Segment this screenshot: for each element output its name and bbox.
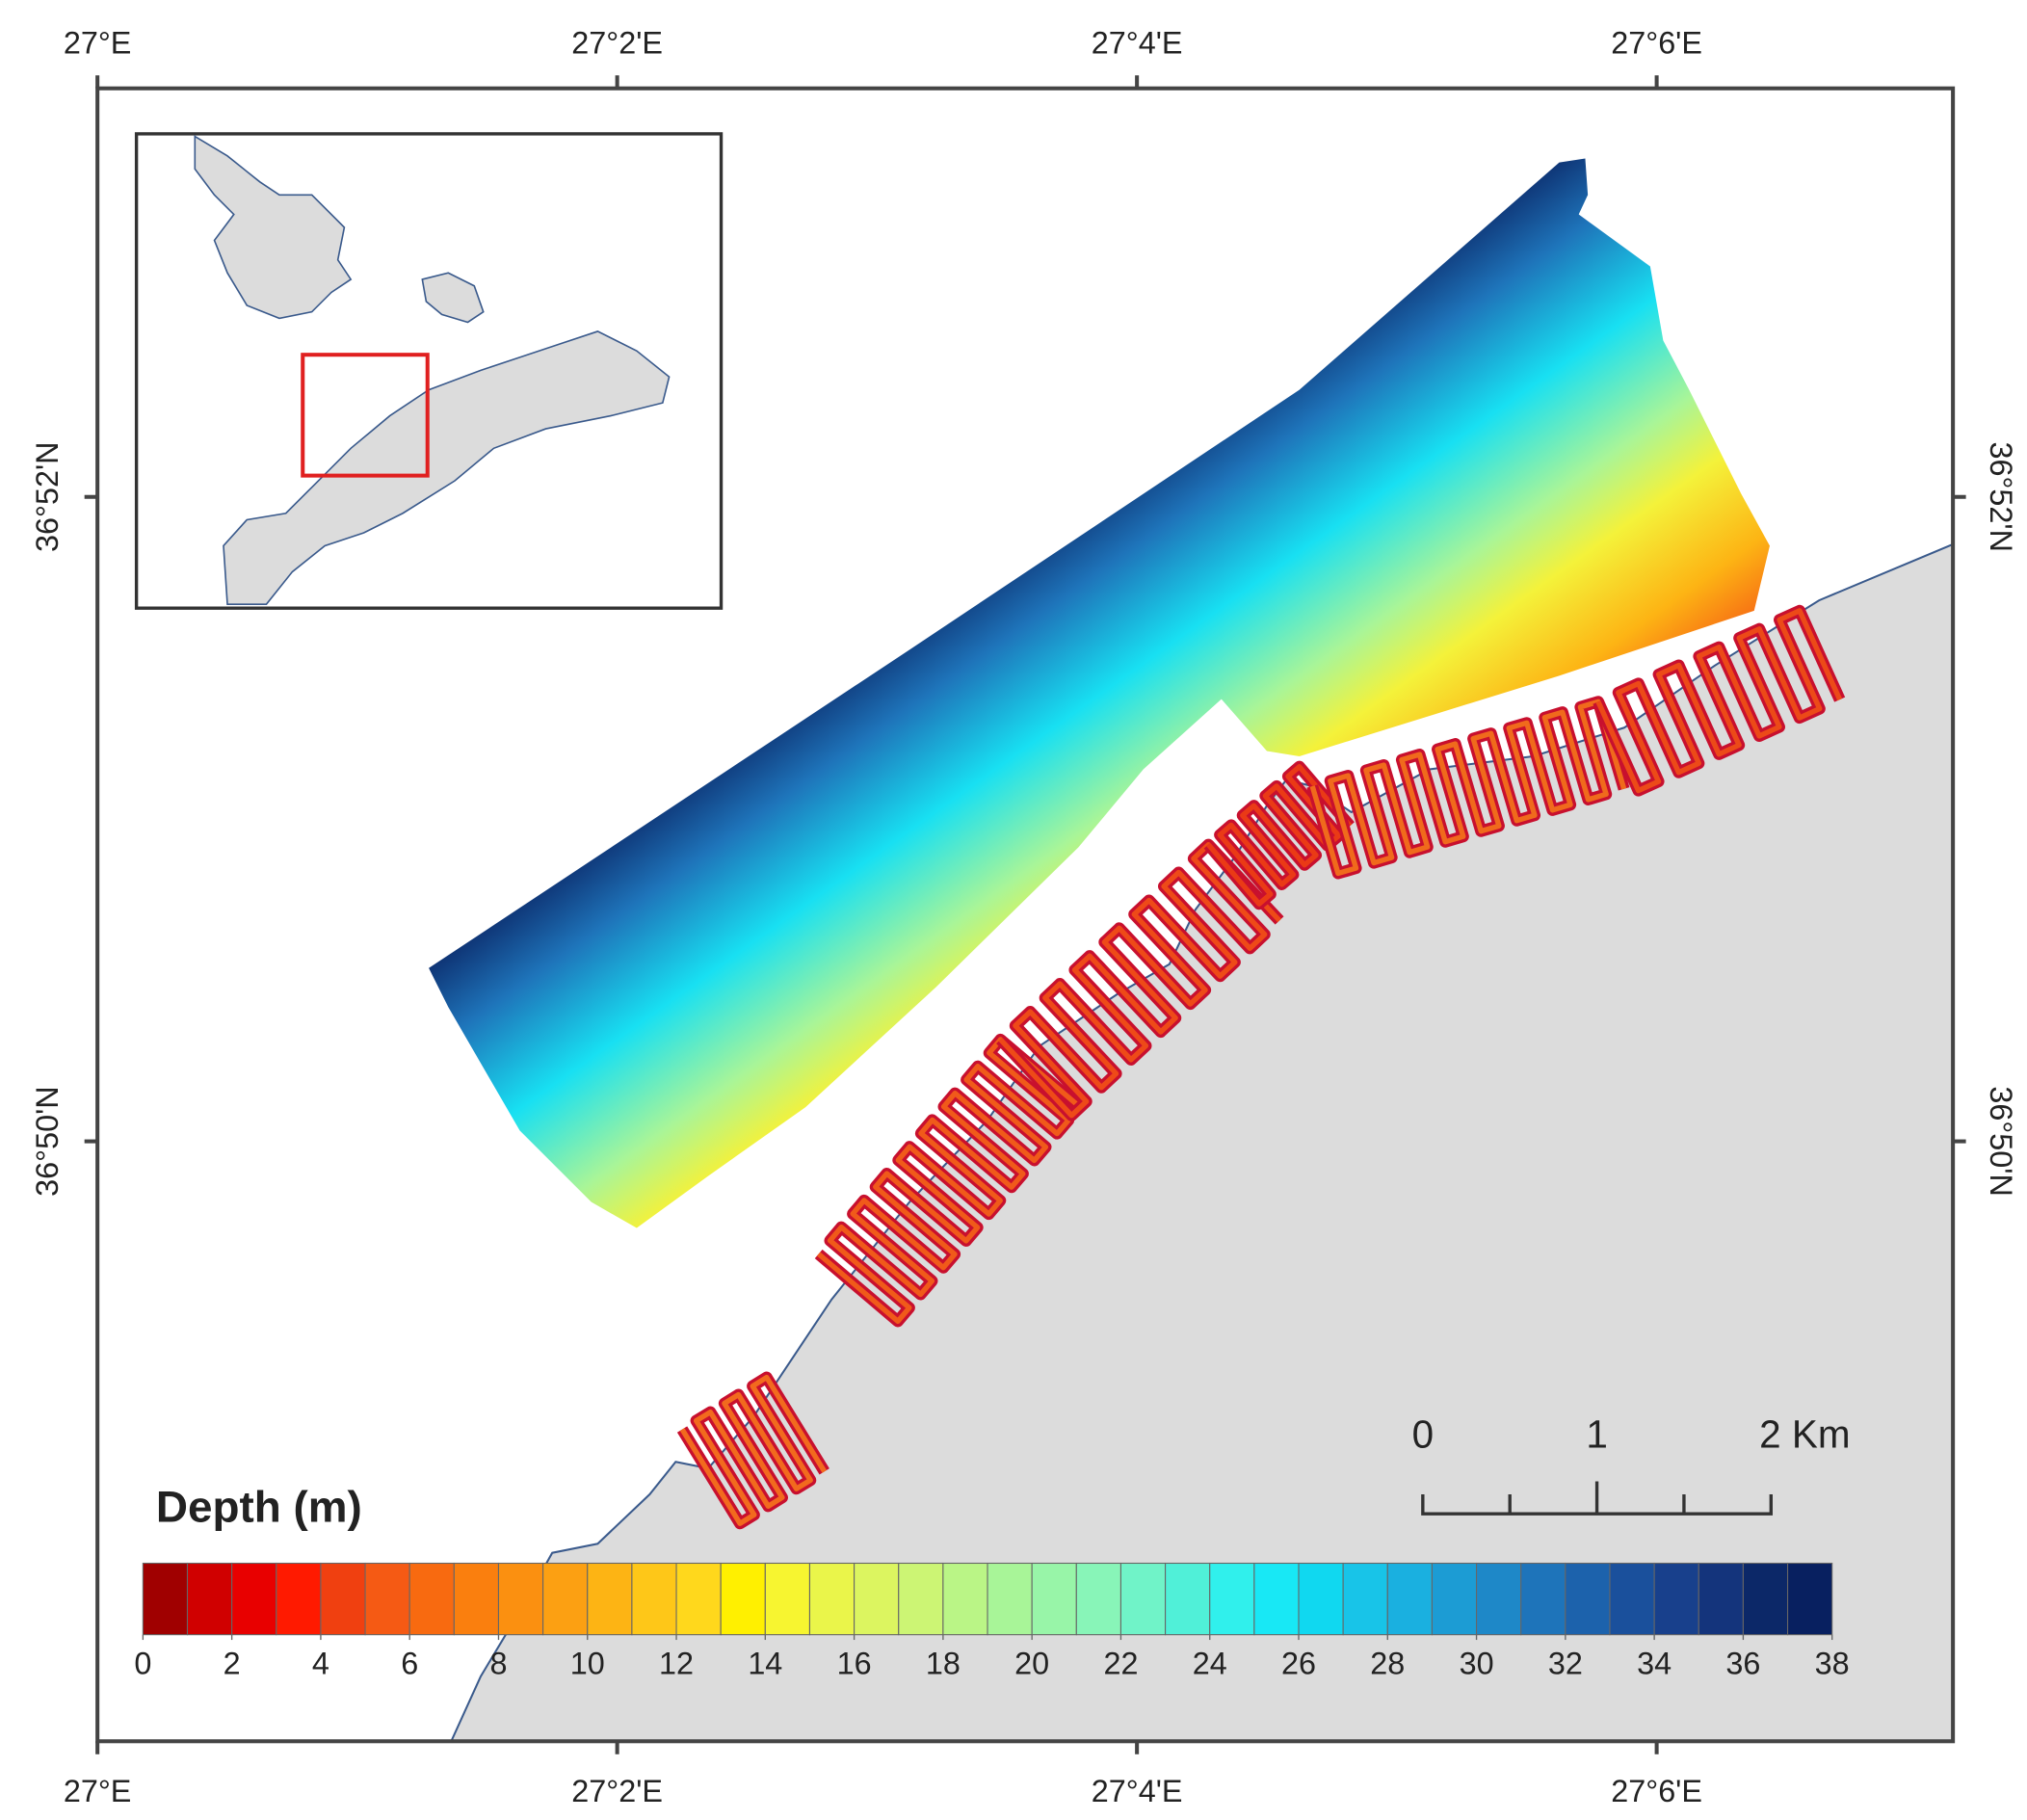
colorbar-cell [1075,1562,1121,1636]
inset-extent-box [301,353,430,478]
colorbar-tick-label: 2 [224,1647,241,1681]
colorbar-cell [1742,1562,1789,1636]
colorbar-cell [675,1562,722,1636]
survey-track [1595,608,1843,794]
colorbar-cell [587,1562,633,1636]
colorbar-cell [1165,1562,1211,1636]
colorbar-cell [631,1562,677,1636]
colorbar-cell [1609,1562,1655,1636]
lon-tick-label: 27°6'E [1611,1774,1702,1808]
colorbar-tick-label: 20 [1014,1647,1049,1681]
colorbar-cell [453,1562,500,1636]
colorbar-cell [1119,1562,1167,1636]
colorbar-tick-label: 26 [1281,1647,1316,1681]
colorbar-cell [854,1562,900,1636]
lat-tick-label: 36°52'N [30,442,65,552]
legend-title: Depth (m) [156,1481,362,1531]
lon-tick-label: 27°2'E [571,26,663,61]
colorbar-tick-label: 16 [837,1647,872,1681]
colorbar-cell [1342,1562,1388,1636]
colorbar-cell [720,1562,766,1636]
colorbar-tick-label: 12 [659,1647,694,1681]
lon-tick-label: 27°2'E [571,1774,663,1808]
colorbar-cell [142,1562,189,1636]
colorbar-tick-label: 32 [1548,1647,1583,1681]
colorbar-tick-label: 0 [134,1647,151,1681]
scale-bar: 0 1 2 Km [1412,1411,1851,1516]
survey-track [1206,764,1353,907]
colorbar-tick-label: 22 [1103,1647,1138,1681]
colorbar-tick-label: 4 [312,1647,329,1681]
colorbar: 0 2 4 6 8 10 12 14 16 18 20 22 24 26 28 30 32 34 36 38 [134,1562,1850,1681]
inset-island [194,135,353,320]
lon-tick-label: 27°E [64,1774,132,1808]
scale-bar-label: 2 Km [1759,1411,1850,1456]
colorbar-cell [276,1562,322,1636]
inset-map [134,132,724,610]
colorbar-tick-label: 14 [748,1647,782,1681]
map-frame [95,86,1956,1744]
colorbar-tick-label: 10 [570,1647,605,1681]
colorbar-cell [1698,1562,1744,1636]
colorbar-cell [542,1562,589,1636]
colorbar-cell [1298,1562,1344,1636]
scale-bar-label: 1 [1586,1411,1608,1456]
colorbar-tick-label: 24 [1193,1647,1227,1681]
lat-tick-label: 36°50'N [1984,1086,2018,1196]
colorbar-cell [1787,1562,1833,1636]
colorbar-cell [1653,1562,1699,1636]
colorbar-tick-label: 8 [489,1647,507,1681]
inset-islet [421,272,485,324]
colorbar-cell [1565,1562,1611,1636]
colorbar-cell [808,1562,856,1636]
colorbar-cell [320,1562,366,1636]
scale-bar-label: 0 [1412,1411,1435,1456]
survey-track [679,1374,828,1526]
colorbar-cell [987,1562,1033,1636]
colorbar-cell [898,1562,944,1636]
survey-track [998,841,1282,1119]
colorbar-cell [1476,1562,1522,1636]
lon-tick-label: 27°4'E [1092,26,1183,61]
colorbar-cell [1431,1562,1478,1636]
colorbar-cell [497,1562,544,1636]
survey-tracks [676,604,1846,1530]
colorbar-tick-label: 28 [1370,1647,1405,1681]
colorbar-tick-label: 6 [401,1647,418,1681]
colorbar-tick-label: 34 [1637,1647,1672,1681]
colorbar-cell [408,1562,455,1636]
colorbar-cell [1209,1562,1255,1636]
lon-tick-label: 27°4'E [1092,1774,1183,1808]
colorbar-cell [231,1562,277,1636]
colorbar-tick-label: 36 [1725,1647,1760,1681]
graticule: 27°E 27°E 27°2'E 27°2'E 27°4'E 27°4'E 27°6'E 27… [30,26,2018,1808]
map-body [429,158,1954,1742]
colorbar-cell [1520,1562,1566,1636]
colorbar-cell [364,1562,410,1636]
colorbar-tick-label: 30 [1460,1647,1494,1681]
colorbar-tick-label: 18 [926,1647,961,1681]
inset-peninsula [223,330,671,605]
colorbar-cell [1386,1562,1433,1636]
survey-track [1309,699,1627,877]
lon-tick-label: 27°6'E [1611,26,1702,61]
colorbar-cell [1031,1562,1077,1636]
bathymetry-surface [429,158,1770,1228]
colorbar-cell [1253,1562,1300,1636]
lon-tick-label: 27°E [64,26,132,61]
colorbar-cell [942,1562,988,1636]
lat-tick-label: 36°50'N [30,1086,65,1196]
colorbar-tick-label: 38 [1815,1647,1850,1681]
lat-tick-label: 36°52'N [1984,442,2018,552]
colorbar-cell [764,1562,811,1636]
colorbar-cell [186,1562,233,1636]
survey-track [816,1037,1082,1325]
